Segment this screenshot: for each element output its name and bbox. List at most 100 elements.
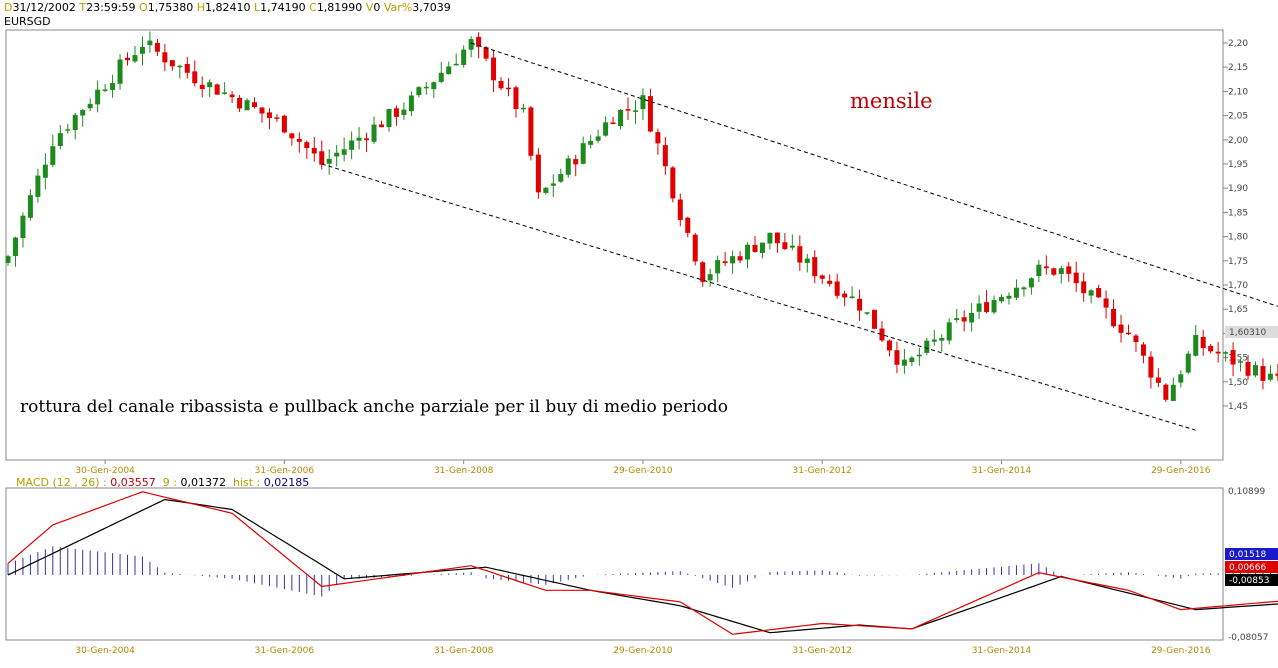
candle-body [468, 39, 474, 50]
candle-body [1200, 336, 1206, 348]
candle-body [984, 302, 990, 313]
price-tick-label: 2,00 [1228, 136, 1248, 146]
date-tick-label: 31-Gen-2006 [255, 466, 315, 476]
macd-line [7, 491, 1278, 635]
last-price-label: 1,60310 [1229, 328, 1266, 338]
candle-body [431, 82, 437, 90]
macd-hist-label: hist : [232, 476, 261, 489]
candle-body [931, 339, 937, 342]
candle-body [483, 47, 489, 59]
candle-body [199, 84, 205, 89]
candle-body [655, 132, 661, 144]
macd-histogram [7, 546, 1278, 597]
candle-body [759, 242, 765, 253]
candle-body [87, 103, 93, 109]
candle-body [1140, 344, 1146, 356]
candle-body [819, 275, 825, 279]
candle-body [1245, 361, 1251, 376]
date-axis-bottom: 30-Gen-2004 31-Gen-2006 31-Gen-2008 29-Gen-… [75, 646, 1210, 656]
candle-body [1028, 278, 1034, 288]
candle-body [685, 217, 691, 233]
candle-body [416, 87, 422, 96]
candle-body [1230, 350, 1236, 365]
candle-body [662, 145, 668, 167]
date-tick-label: 31-Gen-2006 [255, 646, 315, 656]
candle-body [894, 350, 900, 365]
candle-body [849, 296, 855, 298]
price-tick-label: 1,85 [1228, 208, 1248, 218]
candle-body [237, 97, 243, 109]
candle-body [939, 338, 945, 341]
date-tick-label: 31-Gen-2008 [434, 646, 494, 656]
macd-value: 0,03557 [110, 476, 156, 489]
candle-body [304, 142, 310, 149]
candles [5, 31, 1278, 402]
candle-body [1155, 377, 1161, 383]
candle-body [842, 293, 848, 298]
candle-body [72, 114, 78, 131]
candle-body [371, 124, 377, 142]
candle-body [834, 281, 840, 296]
close-value: 1,81990 [316, 1, 363, 14]
candle-body [311, 148, 317, 154]
price-panel [5, 29, 1224, 461]
candle-body [528, 107, 534, 156]
price-tick-label: 2,10 [1228, 87, 1248, 97]
candle-body [341, 149, 347, 155]
candle-body [453, 63, 459, 66]
candle-body [886, 340, 892, 351]
macd-value-label: -0,00853 [1229, 576, 1269, 586]
candle-body [827, 280, 833, 284]
macd-value-box [1225, 574, 1278, 586]
price-tick-label: 1,50 [1228, 378, 1248, 388]
candle-body [117, 59, 123, 84]
macd-signal-label: 9 : [162, 476, 177, 489]
candle-body [364, 138, 370, 141]
candle-body [767, 232, 773, 244]
candle-body [1036, 264, 1042, 277]
candle-body [745, 244, 751, 260]
candle-body [1215, 351, 1221, 354]
candle-body [401, 109, 407, 115]
candle-body [35, 175, 41, 197]
channel-line [321, 163, 1196, 431]
candle-body [386, 109, 392, 128]
candle-body [110, 82, 116, 90]
candle-body [102, 89, 108, 91]
candle-body [1260, 366, 1266, 381]
macd-signal-value: 0,01372 [180, 476, 226, 489]
candle-body [12, 237, 18, 257]
candle-body [1126, 332, 1131, 335]
candle-body [57, 133, 63, 146]
candle-body [1163, 384, 1169, 400]
candle-body [969, 312, 975, 323]
candle-body [707, 274, 713, 281]
candle-body [789, 245, 795, 248]
candle-body [1185, 353, 1191, 373]
candle-body [498, 81, 504, 89]
candle-body [879, 328, 885, 341]
candle-body [737, 256, 743, 261]
candle-body [1013, 287, 1019, 298]
date-tick-label: 31-Gen-2012 [793, 646, 852, 656]
price-tick-label: 2,20 [1228, 39, 1248, 49]
candle-body [1096, 287, 1102, 298]
macd-name: MACD [16, 476, 49, 489]
date-tick-label: 29-Gen-2010 [613, 646, 673, 656]
low-value: 1,74190 [260, 1, 306, 14]
price-tick-label: 1,80 [1228, 233, 1248, 243]
candle-body [1088, 290, 1094, 296]
candle-body [520, 107, 526, 110]
candle-body [774, 232, 780, 244]
macd-value-label: 0,00666 [1229, 563, 1266, 573]
date-tick-label: 30-Gen-2004 [75, 646, 135, 656]
candle-body [804, 258, 810, 263]
var-value: 3,7039 [412, 1, 451, 14]
candle-body [259, 107, 265, 114]
candle-body [281, 115, 287, 133]
candle-body [625, 109, 631, 111]
candle-body [603, 122, 609, 136]
candle-body [393, 108, 399, 117]
candle-body [65, 129, 71, 131]
date-tick-label: 31-Gen-2014 [972, 646, 1032, 656]
